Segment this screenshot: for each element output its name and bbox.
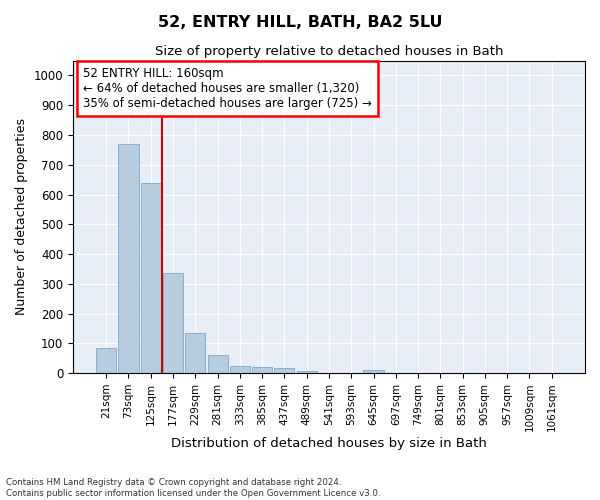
Bar bbox=[185, 333, 205, 373]
Bar bbox=[296, 371, 317, 373]
Y-axis label: Number of detached properties: Number of detached properties bbox=[15, 118, 28, 316]
Bar bbox=[96, 348, 116, 373]
Text: 52 ENTRY HILL: 160sqm
← 64% of detached houses are smaller (1,320)
35% of semi-d: 52 ENTRY HILL: 160sqm ← 64% of detached … bbox=[83, 67, 372, 110]
Bar bbox=[252, 366, 272, 373]
Bar bbox=[230, 366, 250, 373]
Bar bbox=[274, 368, 295, 373]
X-axis label: Distribution of detached houses by size in Bath: Distribution of detached houses by size … bbox=[171, 437, 487, 450]
Text: Contains HM Land Registry data © Crown copyright and database right 2024.
Contai: Contains HM Land Registry data © Crown c… bbox=[6, 478, 380, 498]
Bar bbox=[141, 182, 161, 373]
Bar bbox=[364, 370, 383, 373]
Title: Size of property relative to detached houses in Bath: Size of property relative to detached ho… bbox=[155, 45, 503, 58]
Bar bbox=[118, 144, 139, 373]
Bar bbox=[163, 274, 183, 373]
Text: 52, ENTRY HILL, BATH, BA2 5LU: 52, ENTRY HILL, BATH, BA2 5LU bbox=[158, 15, 442, 30]
Bar bbox=[208, 355, 227, 373]
